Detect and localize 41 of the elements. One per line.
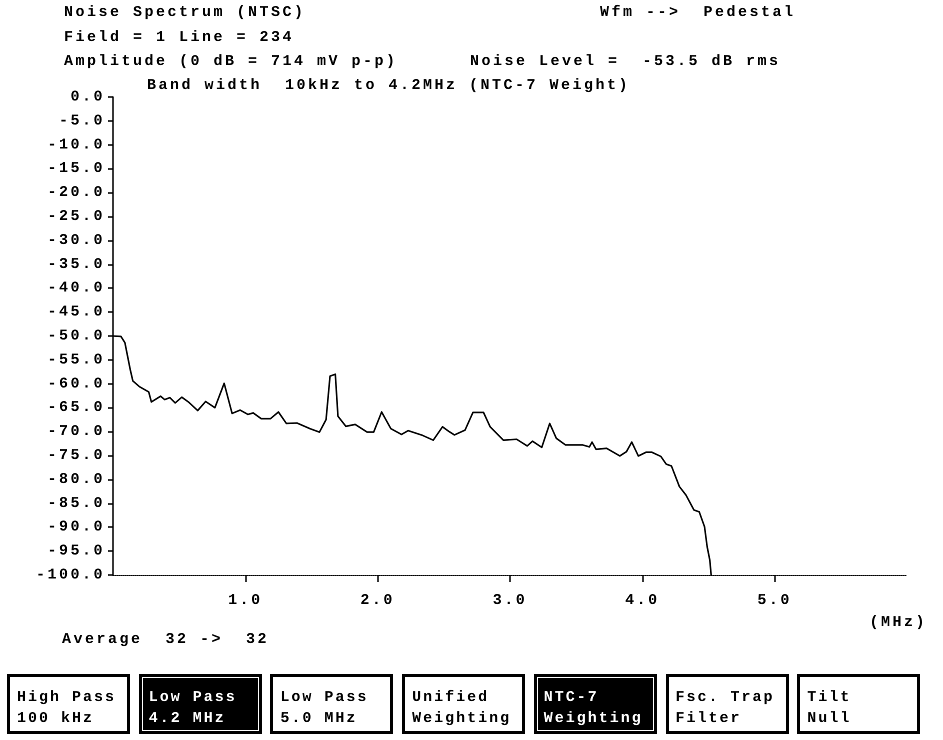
y-tick-label: 0.0 [70, 88, 105, 106]
button: Fsc. Trap Filter [666, 674, 788, 734]
y-tick-label: -50.0 [47, 328, 105, 344]
button: High Pass 100 kHz [7, 674, 130, 734]
y-tick-label: -40.0 [47, 280, 105, 297]
y-tick-label: -45.0 [47, 304, 105, 321]
button: Tilt Null [797, 674, 920, 734]
y-tick-label: -100.0 [36, 566, 105, 584]
y-tick-label: -30.0 [47, 232, 105, 249]
y-tick-label: -80.0 [47, 470, 105, 488]
y-tick-label: -75.0 [47, 447, 105, 464]
y-tick-label: -20.0 [47, 184, 105, 202]
button: Low Pass 4.2 MHz [138, 674, 262, 734]
y-tick-label: -70.0 [47, 423, 105, 440]
button: Low Pass 5.0 MHz [270, 674, 394, 734]
x-tick-label: 3.0 [492, 592, 528, 609]
chart-subtitle: Field = 1 Line = 234 [64, 29, 294, 47]
y-axis-title: Amplitude (0 dB = 714 mV p-p) [64, 53, 398, 71]
x-tick-label: 4.0 [625, 592, 660, 609]
x-tick-label: 2.0 [360, 592, 395, 609]
x-axis-title: (MHz) [869, 614, 927, 631]
text: Noise Level = -53.5 dB rms [470, 53, 781, 71]
button: Unified Weighting [402, 674, 526, 734]
y-tick-label: -95.0 [47, 542, 105, 560]
y-tick-label: -25.0 [47, 208, 105, 225]
text: Wfm --> Pedestal [600, 4, 796, 22]
y-tick-label: -55.0 [47, 351, 105, 368]
y-tick-label: -90.0 [47, 518, 105, 536]
y-tick-label: -85.0 [47, 494, 105, 512]
y-tick-label: -60.0 [47, 375, 105, 392]
y-tick-label: -15.0 [47, 160, 105, 178]
y-tick-label: -5.0 [58, 112, 105, 130]
x-tick-label: 1.0 [228, 592, 263, 609]
chart-title: Noise Spectrum (NTSC) [64, 4, 306, 22]
x-tick-label: 5.0 [757, 592, 792, 609]
text: Average 32 -> 32 [62, 631, 270, 649]
y-tick-label: -10.0 [47, 136, 105, 154]
y-tick-label: -35.0 [47, 256, 105, 273]
button: NTC-7 Weighting [534, 674, 657, 734]
text: Band width 10kHz to 4.2MHz (NTC-7 Weight) [147, 77, 630, 95]
y-tick-label: -65.0 [47, 399, 105, 416]
